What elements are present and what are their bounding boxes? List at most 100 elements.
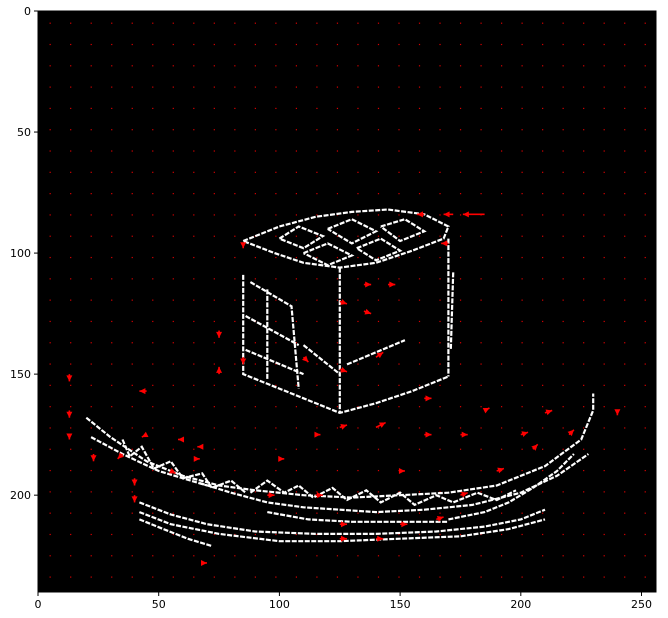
grid-dot xyxy=(439,278,441,280)
grid-dot xyxy=(193,384,195,386)
grid-dot xyxy=(234,129,236,131)
grid-dot xyxy=(213,86,215,88)
grid-dot xyxy=(542,512,544,514)
grid-dot xyxy=(542,320,544,323)
grid-dot xyxy=(254,299,256,301)
quiver-arrow-head xyxy=(316,492,323,499)
grid-dot xyxy=(193,533,195,536)
grid-dot xyxy=(480,533,482,536)
grid-dot xyxy=(275,65,277,67)
quiver-arrow-head xyxy=(66,375,73,382)
quiver-arrow-head xyxy=(314,431,321,438)
grid-dot xyxy=(521,576,523,578)
grid-dot xyxy=(111,342,113,344)
grid-dot xyxy=(152,406,154,408)
quiver-arrow xyxy=(117,452,125,460)
grid-dot xyxy=(644,193,646,195)
grid-dot xyxy=(234,406,236,408)
grid-dot xyxy=(624,256,626,259)
grid-dot xyxy=(49,65,51,67)
grid-dot xyxy=(275,320,277,323)
grid-dot xyxy=(152,384,154,386)
grid-dot xyxy=(521,65,523,67)
grid-dot xyxy=(398,214,400,216)
grid-dot xyxy=(418,299,421,301)
grid-dot xyxy=(583,512,585,514)
quiver-arrow-head xyxy=(341,535,347,542)
grid-dot xyxy=(377,150,380,152)
grid-dot xyxy=(542,86,544,88)
quiver-arrow xyxy=(375,421,386,429)
grid-dot xyxy=(398,171,400,173)
grid-dot xyxy=(316,86,318,88)
quiver-arrow xyxy=(178,436,185,443)
grid-dot xyxy=(459,299,462,301)
grid-dot xyxy=(234,576,236,578)
quiver-arrow xyxy=(375,535,384,542)
quiver-arrow-head xyxy=(340,366,347,373)
grid-dot xyxy=(377,342,380,344)
grid-dot xyxy=(480,576,482,578)
grid-dot xyxy=(357,320,359,323)
grid-dot xyxy=(377,555,380,557)
grid-dot xyxy=(542,214,544,216)
grid-dot xyxy=(624,469,626,472)
grid-dot xyxy=(90,533,92,536)
edge-line xyxy=(139,501,546,535)
quiver-arrow xyxy=(302,355,309,363)
y-tick-label: 100 xyxy=(10,247,31,260)
quiver-arrow-head xyxy=(462,211,469,218)
grid-dot xyxy=(480,150,482,152)
grid-dot xyxy=(152,65,154,67)
grid-dot xyxy=(562,576,564,578)
grid-dot xyxy=(542,533,544,536)
grid-dot xyxy=(603,576,605,578)
grid-dot xyxy=(275,86,277,88)
grid-dot xyxy=(336,43,339,46)
grid-dot xyxy=(418,555,421,557)
grid-dot xyxy=(213,193,215,195)
grid-dot xyxy=(644,150,646,152)
grid-dot xyxy=(624,107,626,110)
grid-dot xyxy=(480,256,482,259)
grid-dot xyxy=(439,448,441,450)
grid-dot xyxy=(193,129,195,131)
grid-dot xyxy=(439,533,441,536)
grid-dot xyxy=(439,576,441,578)
quiver-arrow-head xyxy=(482,408,490,414)
grid-dot xyxy=(439,299,441,301)
grid-dot xyxy=(562,533,564,536)
grid-dot xyxy=(213,107,215,110)
grid-dot xyxy=(254,65,256,67)
grid-dot xyxy=(439,193,441,195)
grid-dot xyxy=(542,576,544,578)
edge-outline-layer xyxy=(85,208,595,548)
quiver-arrow xyxy=(131,478,138,486)
grid-dot xyxy=(316,22,318,24)
grid-dot xyxy=(624,299,626,301)
grid-dot xyxy=(583,129,585,131)
grid-dot xyxy=(603,363,605,365)
grid-dot xyxy=(377,491,380,493)
grid-dot xyxy=(152,278,154,280)
grid-dot xyxy=(439,555,441,557)
grid-dot xyxy=(152,107,154,110)
grid-dot xyxy=(459,576,462,578)
grid-dot xyxy=(316,129,318,131)
grid-dot xyxy=(336,22,339,24)
quiver-arrow xyxy=(436,516,444,522)
grid-dot xyxy=(234,235,236,237)
quiver-arrow-head xyxy=(417,211,424,218)
grid-dot xyxy=(644,406,646,408)
grid-dot xyxy=(398,363,400,365)
grid-dot xyxy=(603,533,605,536)
grid-dot xyxy=(295,171,298,173)
quiver-arrow-head xyxy=(341,521,347,528)
grid-dot xyxy=(234,299,236,301)
grid-dot xyxy=(131,86,133,88)
grid-dot xyxy=(111,235,113,237)
grid-dot xyxy=(275,107,277,110)
grid-dot xyxy=(70,533,72,536)
grid-dot xyxy=(521,43,523,46)
grid-dot xyxy=(193,107,195,110)
